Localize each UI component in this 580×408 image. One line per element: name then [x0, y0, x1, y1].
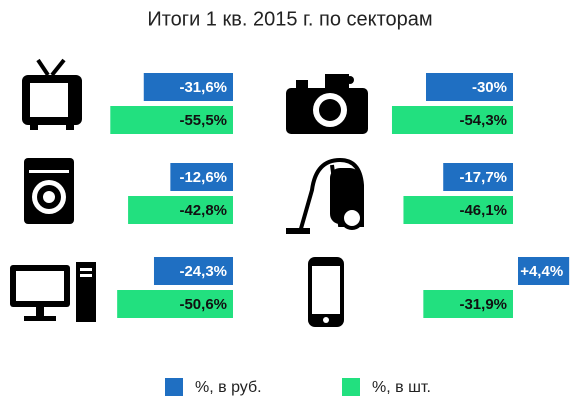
washer-icon	[24, 158, 74, 224]
chart-title: Итоги 1 кв. 2015 г. по секторам	[147, 8, 432, 30]
bar	[423, 290, 513, 318]
value-label: +4,4%	[520, 263, 563, 280]
legend-swatch	[342, 378, 360, 396]
computer-icon	[10, 262, 96, 322]
legend-label: %, в шт.	[372, 379, 431, 396]
bar	[443, 163, 513, 191]
bar	[518, 257, 570, 285]
legend-swatch	[165, 378, 183, 396]
value-label: -24,3%	[179, 263, 227, 280]
value-label: -55,5%	[179, 112, 227, 129]
value-label: -42,8%	[179, 202, 227, 219]
camera-icon	[286, 74, 368, 134]
value-label: -46,1%	[459, 202, 507, 219]
value-label: -31,6%	[179, 79, 227, 96]
value-label: -54,3%	[459, 112, 507, 129]
value-label: -50,6%	[179, 296, 227, 313]
value-label: -17,7%	[459, 169, 507, 186]
bar	[426, 73, 513, 101]
bar	[143, 73, 233, 101]
bar	[170, 163, 233, 191]
bar	[128, 196, 233, 224]
bar	[117, 290, 233, 318]
bar	[153, 257, 233, 285]
value-label: -12,6%	[179, 169, 227, 186]
legend-label: %, в руб.	[195, 379, 262, 396]
value-label: -31,9%	[459, 296, 507, 313]
bar	[391, 106, 513, 134]
bar	[403, 196, 513, 224]
tv-icon	[22, 58, 82, 130]
phone-icon	[308, 257, 344, 327]
value-label: -30%	[472, 79, 507, 96]
bar	[110, 106, 233, 134]
vacuum-icon	[286, 157, 364, 234]
